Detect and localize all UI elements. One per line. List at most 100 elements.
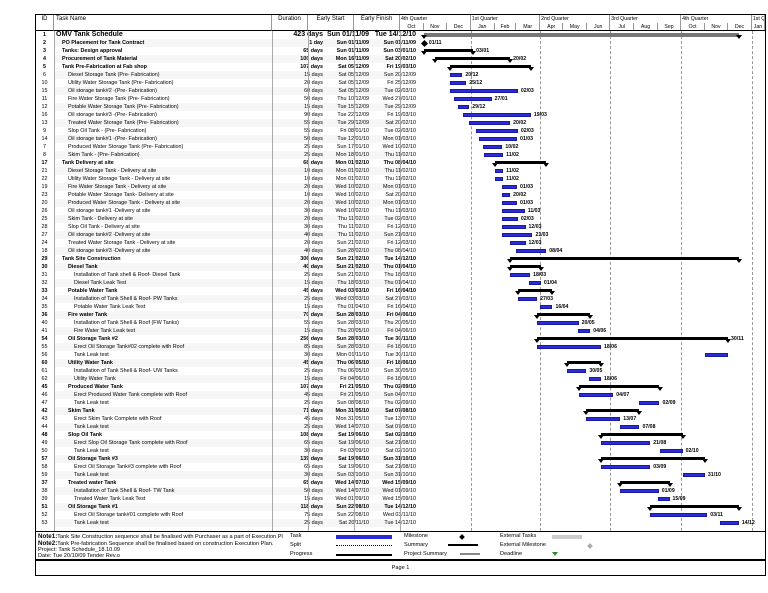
- table-row[interactable]: 25 Skim Tank - Delivery at site 20 days Thu…: [42, 215, 416, 223]
- header-task-name[interactable]: Task Name: [54, 15, 272, 31]
- table-row[interactable]: 13 Treated Water Storage Tank (Pre- Fabri…: [42, 119, 416, 127]
- table-row[interactable]: 8 Skim Tank - (Pre- Fabrication) 25 days Mo…: [43, 151, 416, 159]
- table-row[interactable]: 26 Oil storage tank#1 -Delivery at site 30…: [42, 207, 417, 215]
- task-bar[interactable]: [537, 345, 601, 349]
- task-bar[interactable]: [529, 281, 541, 285]
- table-row[interactable]: 12 Potable Water Storage Tank (Pre- Fabri…: [42, 103, 416, 111]
- table-row[interactable]: 55 Erect Oil Storage Tank#02 complete wit…: [42, 343, 416, 351]
- task-bar[interactable]: [494, 177, 504, 181]
- task-bar[interactable]: [659, 449, 683, 453]
- table-row[interactable]: 34 Installation of Tank Shell & Roof- PW …: [42, 295, 416, 303]
- task-bar[interactable]: [494, 169, 504, 173]
- task-bar[interactable]: [510, 273, 531, 277]
- header-finish[interactable]: Early Finish: [354, 15, 400, 31]
- table-row[interactable]: 21 Diesel Storage Tank - Delivery at site…: [42, 167, 416, 175]
- table-row[interactable]: 57 Oil Storage Tank #3 139 days Sat 19/06/1…: [42, 455, 416, 463]
- summary-bar[interactable]: [567, 361, 601, 364]
- summary-bar[interactable]: [423, 33, 739, 37]
- task-bar[interactable]: [502, 225, 526, 229]
- table-row[interactable]: 10 Utility Water Storage Tank (Pre- Fabri…: [42, 79, 417, 87]
- summary-bar[interactable]: [435, 57, 511, 60]
- header-start[interactable]: Early Start: [308, 15, 354, 31]
- table-row[interactable]: 32 Diesel Tank Leak Test 15 days Thu 18/03/…: [42, 279, 416, 287]
- task-bar[interactable]: [501, 201, 518, 205]
- summary-bar[interactable]: [517, 289, 553, 292]
- table-row[interactable]: 50 Tank Leak test 30 days Fri 03/09/10 Sat 0…: [42, 447, 417, 455]
- task-bar[interactable]: [719, 521, 739, 525]
- table-row[interactable]: 35 Potable Water Tank Leak Test 15 days Thu…: [42, 303, 417, 311]
- table-row[interactable]: 37 Treated water Tank 65 days Wed 14/07/10 W…: [42, 479, 417, 487]
- task-bar[interactable]: [501, 193, 511, 197]
- header-duration[interactable]: Duration: [272, 15, 308, 31]
- task-bar[interactable]: [463, 113, 531, 117]
- summary-bar[interactable]: [510, 265, 541, 268]
- task-bar[interactable]: [483, 153, 504, 157]
- summary-bar[interactable]: [450, 65, 531, 68]
- milestone-marker[interactable]: [420, 39, 428, 47]
- table-row[interactable]: 20 Produced Water Storage Tank - Delivery…: [42, 199, 416, 207]
- table-row[interactable]: 18 Oil storage tank#3 -Delivery at site 40…: [42, 247, 416, 255]
- table-row[interactable]: 15 Oil storage tank#2 -(Pre- Fabrication)…: [42, 87, 416, 95]
- summary-bar[interactable]: [537, 313, 591, 316]
- task-bar[interactable]: [586, 417, 621, 421]
- table-row[interactable]: 42 Skim Tank 71 days Mon 31/05/10 Sat 07/08/…: [42, 407, 416, 415]
- task-bar[interactable]: [501, 209, 525, 213]
- task-bar[interactable]: [567, 369, 587, 373]
- table-row[interactable]: 5 Tank Pre-Fabrication at Fab shop 107 day…: [43, 63, 416, 71]
- table-row[interactable]: 60 Utility Water Tank 45 days Thu 06/05/10 F…: [42, 359, 416, 367]
- table-row[interactable]: 56 Tank Leak test 30 days Mon 01/11/10 Tue 3…: [42, 351, 417, 359]
- task-bar[interactable]: [589, 377, 601, 381]
- table-row[interactable]: 19 Fire Water Storage Tank - Delivery at …: [42, 183, 416, 191]
- table-row[interactable]: 62 Utility Water Tank 15 days Fri 04/06/10 F…: [42, 375, 416, 383]
- task-bar[interactable]: [537, 321, 579, 325]
- task-bar[interactable]: [682, 473, 705, 477]
- table-row[interactable]: 11 Fire Water Storage Tank (Pre- Fabricat…: [42, 95, 416, 103]
- task-bar[interactable]: [600, 465, 651, 469]
- task-bar[interactable]: [515, 249, 547, 253]
- table-row[interactable]: 29 Tank Site Construction 306 days Sun 21/0…: [42, 255, 417, 263]
- task-bar[interactable]: [483, 145, 503, 149]
- table-row[interactable]: 4 Procurement of Tank Material 100 days Mon…: [43, 55, 416, 63]
- table-row[interactable]: 24 Treated Water Storage Tank - Delivery …: [42, 239, 417, 247]
- summary-bar[interactable]: [537, 337, 729, 340]
- summary-bar[interactable]: [600, 433, 683, 436]
- summary-bar[interactable]: [578, 385, 660, 388]
- summary-bar[interactable]: [586, 409, 640, 412]
- task-bar[interactable]: [450, 81, 467, 85]
- table-row[interactable]: 16 Oil storage tank#3 -(Pre- Fabrication)…: [42, 111, 417, 119]
- table-row[interactable]: 30 Diesel Tank 40 days Sun 21/02/10 Thu 01/0…: [42, 263, 416, 271]
- table-row[interactable]: 52 Erect Oil Storage tank#01 complete wit…: [42, 511, 417, 519]
- task-bar[interactable]: [476, 129, 518, 133]
- table-row[interactable]: 23 Potable Water Storage Tank- Delivery a…: [42, 191, 417, 199]
- task-bar[interactable]: [657, 497, 670, 501]
- task-bar[interactable]: [650, 513, 708, 517]
- task-bar[interactable]: [468, 121, 511, 125]
- table-row[interactable]: 59 Tank Leak test 30 days Sun 03/10/10 Sun 3…: [42, 471, 416, 479]
- task-bar[interactable]: [578, 393, 614, 397]
- table-row[interactable]: 17 Tank Delivery at site 68 days Mon 01/02/…: [42, 159, 417, 167]
- table-row[interactable]: 49 Erect Slop Oil Storage Tank complete w…: [42, 439, 416, 447]
- task-bar[interactable]: [620, 425, 640, 429]
- table-row[interactable]: 36 Fire water Tank 70 days Sun 28/03/10 Fri …: [42, 311, 416, 319]
- summary-bar[interactable]: [600, 457, 705, 460]
- table-row[interactable]: 58 Erect Oil Storage Tank#3 complete with…: [42, 463, 417, 471]
- table-row[interactable]: 54 Oil Storage Tank #2 256 days Sun 28/03/1…: [42, 335, 417, 343]
- table-row[interactable]: 40 Installation of Tank Shell & Roof (FW …: [42, 319, 417, 327]
- table-row[interactable]: 2 PO Placement for Tank Contract 1 day Sun …: [43, 39, 416, 47]
- table-row[interactable]: 9 Slop Oil Tank - (Pre- Fabrication) 55 da…: [43, 127, 416, 135]
- table-row[interactable]: 43 Erect Skim Tank Complete with Roof 45 d…: [42, 415, 417, 423]
- summary-bar[interactable]: [423, 49, 474, 52]
- task-bar[interactable]: [450, 73, 463, 77]
- task-bar[interactable]: [450, 89, 518, 93]
- task-bar[interactable]: [479, 137, 518, 141]
- table-row[interactable]: 28 Slop Oil Tank - Delivery at site 30 day…: [42, 223, 417, 231]
- task-bar[interactable]: [577, 329, 591, 333]
- summary-bar[interactable]: [650, 505, 739, 508]
- task-bar[interactable]: [453, 97, 492, 101]
- table-row[interactable]: 6 Diesel Storage Tank (Pre- Fabrication) 1…: [43, 71, 416, 79]
- table-row[interactable]: 61 Installation of Tank Shell & Roof- UW …: [42, 367, 417, 375]
- table-row[interactable]: 53 Tank Leak test 25 days Sat 20/11/10 Tue 1…: [42, 519, 416, 527]
- summary-bar[interactable]: [620, 481, 670, 484]
- task-bar[interactable]: [517, 297, 538, 301]
- summary-bar[interactable]: [494, 161, 547, 164]
